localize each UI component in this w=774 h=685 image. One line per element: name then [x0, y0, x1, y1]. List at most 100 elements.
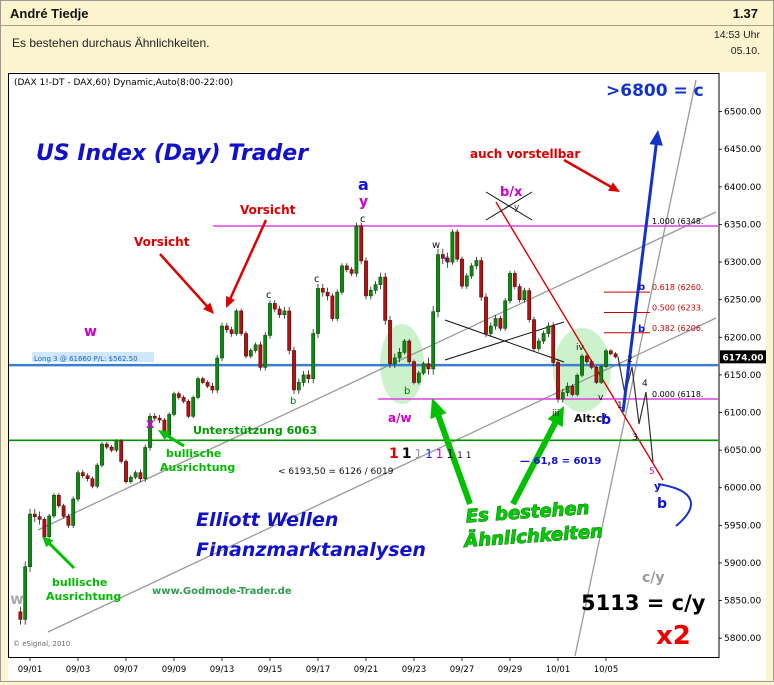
- candle-body: [28, 513, 32, 568]
- candle-body: [359, 225, 364, 262]
- bullish-1b: Ausrichtung: [160, 461, 235, 474]
- arrow-vorsicht-2: [159, 253, 210, 309]
- zig-1: 1: [617, 401, 623, 411]
- candle-body: [402, 340, 407, 353]
- candle-body: [527, 290, 532, 320]
- auch-vorstellbar: auch vorstellbar: [470, 147, 580, 161]
- x-axis-label: 10/05: [594, 665, 619, 675]
- bullish-2b: Ausrichtung: [46, 590, 121, 603]
- fib-0000-label: 0.000 (6118.: [652, 390, 703, 399]
- y-axis-label: 6350.00: [724, 220, 761, 230]
- candle-body: [90, 478, 95, 487]
- candle-body: [373, 284, 378, 291]
- long-label-highlight: [32, 352, 154, 362]
- x-axis-label: 09/09: [162, 665, 187, 675]
- x-axis-label: 10/01: [546, 665, 571, 675]
- alt-count-b: b: [601, 412, 611, 428]
- y-axis-label: 6500.00: [724, 108, 761, 118]
- candle-body: [71, 498, 76, 526]
- arrow-target-up-head: [649, 130, 663, 146]
- wave-a-top: a: [358, 175, 369, 194]
- candle-body: [292, 350, 296, 391]
- candle-body: [556, 362, 560, 400]
- x-axis-label: 09/21: [354, 665, 379, 675]
- wave-count-one: 1: [466, 451, 472, 461]
- candle-body: [388, 320, 392, 364]
- candle-body: [460, 258, 464, 287]
- guide-6193: < 6193,50 = 6126 / 6019: [278, 467, 394, 477]
- wave-c-0917: c: [314, 274, 320, 285]
- x-axis-label: 09/07: [114, 665, 139, 675]
- wave-x-left: x: [146, 417, 155, 432]
- candle-body: [364, 260, 368, 297]
- candle-body: [575, 374, 580, 395]
- candle-body: [551, 325, 556, 363]
- w-gray-corner: w: [10, 590, 24, 608]
- candle-body: [244, 333, 248, 357]
- last-price-box: [720, 350, 766, 364]
- candle-body: [306, 374, 311, 379]
- candle-body: [445, 258, 450, 263]
- vorsicht-2: Vorsicht: [134, 235, 190, 249]
- zig-2: 2: [627, 355, 633, 365]
- candle-body: [412, 361, 416, 383]
- candle-body: [128, 476, 133, 483]
- candle-body: [484, 296, 488, 334]
- arrow-bullish-2: [46, 540, 76, 570]
- candle-body: [594, 367, 599, 383]
- target-61-8: — 61,8 = 6019: [520, 456, 601, 467]
- candle-body: [124, 461, 128, 483]
- candle-body: [455, 231, 460, 260]
- candle-body: [253, 344, 258, 351]
- candle-body: [421, 363, 426, 374]
- wave-aw: a/w: [388, 411, 412, 425]
- candle-body: [61, 505, 66, 517]
- y-axis-label: 6100.00: [724, 409, 761, 419]
- candle-body: [517, 286, 522, 300]
- arrow-similar-2: [510, 417, 561, 506]
- wave-count-one: 1: [415, 447, 423, 461]
- candle-body: [114, 440, 119, 451]
- candle-body: [229, 329, 234, 334]
- candle-body: [176, 393, 181, 398]
- candle-body: [56, 494, 61, 507]
- bullish-1a: bullische: [166, 447, 221, 460]
- y-axis-label: 5950.00: [724, 521, 761, 531]
- candle-body: [344, 265, 349, 270]
- candle-body: [268, 303, 272, 336]
- candle-body: [479, 260, 484, 298]
- candle-body: [440, 254, 445, 259]
- chart-area: 1.000 (6348. 0.618 (6260. 0.500 (6233. 0.38…: [8, 72, 766, 680]
- arrow-target-up: [621, 140, 659, 413]
- wedge-lower: [444, 321, 565, 361]
- candle-body: [76, 472, 80, 500]
- candle-body: [469, 265, 474, 277]
- x-axis-label: 09/23: [402, 665, 427, 675]
- target-6800: >6800 = c: [606, 81, 704, 101]
- candle-body: [200, 378, 205, 383]
- zig-3: 3: [632, 433, 638, 443]
- arrow-vorsicht-2-head: [203, 302, 214, 314]
- candle-body: [335, 291, 340, 319]
- arrow-bullish-2-head: [42, 536, 54, 548]
- support-label: Unterstützung 6063: [193, 424, 317, 437]
- candle-body: [157, 417, 162, 421]
- wave-w-0924: w: [432, 240, 440, 251]
- candle-body: [205, 382, 210, 387]
- candle-body: [172, 393, 176, 415]
- candle-body: [258, 344, 263, 368]
- candle-body: [37, 516, 42, 520]
- wave-c-0924: c: [444, 254, 450, 265]
- candle-body: [152, 415, 157, 419]
- candle-body: [138, 472, 143, 480]
- candle-body: [436, 254, 440, 313]
- long-position-label: Long 3 @ 61660 P/L: $562.50: [34, 355, 138, 363]
- wave-c-0921: c: [360, 214, 366, 225]
- candle-body: [368, 289, 373, 297]
- proj-y: y: [654, 480, 661, 493]
- candle-body: [498, 318, 503, 329]
- arrow-vorstellbar-head: [608, 182, 620, 192]
- x-axis-label: 09/03: [66, 665, 91, 675]
- candle-body: [584, 355, 589, 363]
